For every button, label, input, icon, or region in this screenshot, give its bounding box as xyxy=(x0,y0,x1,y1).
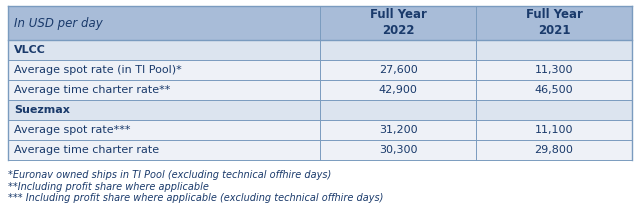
Text: Full Year
2021: Full Year 2021 xyxy=(525,9,582,37)
Text: Full Year
2022: Full Year 2022 xyxy=(369,9,426,37)
Bar xyxy=(476,6,632,40)
Bar xyxy=(320,6,476,40)
Text: 29,800: 29,800 xyxy=(534,145,573,155)
Bar xyxy=(476,40,632,60)
Bar xyxy=(8,6,320,40)
Text: 11,300: 11,300 xyxy=(535,65,573,75)
Text: 27,600: 27,600 xyxy=(379,65,417,75)
Bar xyxy=(8,80,320,100)
Text: **Including profit share where applicable: **Including profit share where applicabl… xyxy=(8,181,209,191)
Text: *Euronav owned ships in TI Pool (excluding technical offhire days): *Euronav owned ships in TI Pool (excludi… xyxy=(8,170,332,180)
Bar xyxy=(320,40,476,60)
Text: In USD per day: In USD per day xyxy=(14,16,103,29)
Bar xyxy=(320,80,476,100)
Text: Average time charter rate**: Average time charter rate** xyxy=(14,85,170,95)
Text: VLCC: VLCC xyxy=(14,45,46,55)
Bar xyxy=(8,140,320,160)
Bar xyxy=(320,120,476,140)
Text: *** Including profit share where applicable (excluding technical offhire days): *** Including profit share where applica… xyxy=(8,193,383,203)
Bar xyxy=(476,100,632,120)
Bar xyxy=(476,60,632,80)
Text: 42,900: 42,900 xyxy=(379,85,417,95)
Text: Average spot rate***: Average spot rate*** xyxy=(14,125,131,135)
Text: 31,200: 31,200 xyxy=(379,125,417,135)
Text: 11,100: 11,100 xyxy=(535,125,573,135)
Text: Suezmax: Suezmax xyxy=(14,105,70,115)
Bar xyxy=(8,120,320,140)
Text: Average time charter rate: Average time charter rate xyxy=(14,145,159,155)
Bar xyxy=(476,140,632,160)
Text: Average spot rate (in TI Pool)*: Average spot rate (in TI Pool)* xyxy=(14,65,182,75)
Bar xyxy=(476,120,632,140)
Bar xyxy=(8,40,320,60)
Bar xyxy=(320,140,476,160)
Bar xyxy=(8,100,320,120)
Text: 30,300: 30,300 xyxy=(379,145,417,155)
Bar xyxy=(320,60,476,80)
Bar xyxy=(320,100,476,120)
Bar xyxy=(8,60,320,80)
Text: 46,500: 46,500 xyxy=(534,85,573,95)
Bar xyxy=(476,80,632,100)
